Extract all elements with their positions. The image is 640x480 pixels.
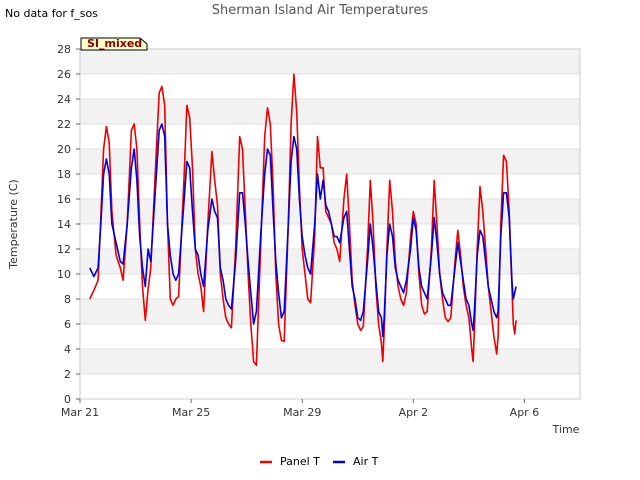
- x-tick-label: Apr 6: [510, 406, 540, 419]
- x-tick-label: Mar 25: [172, 406, 210, 419]
- x-tick-label: Mar 21: [61, 406, 99, 419]
- y-tick-label: 10: [57, 268, 71, 281]
- x-tick-label: Mar 29: [283, 406, 321, 419]
- site-badge-shape: [80, 37, 148, 51]
- y-tick-label: 6: [64, 318, 71, 331]
- y-tick-label: 0: [64, 393, 71, 406]
- y-tick-label: 22: [57, 118, 71, 131]
- series-line-air-t: [88, 123, 517, 338]
- no-data-note: No data for f_sos: [5, 7, 98, 20]
- y-tick-label: 28: [57, 43, 71, 56]
- y-tick-label: 26: [57, 68, 71, 81]
- site-badge: SI_mixed: [80, 37, 148, 51]
- series-layer: [88, 73, 517, 367]
- series-line-panel-t: [88, 73, 517, 367]
- y-tick-label: 2: [64, 368, 71, 381]
- grid-band: [80, 349, 580, 374]
- grid-band: [80, 299, 580, 324]
- y-tick-label: 14: [57, 218, 71, 231]
- y-tick-label: 4: [64, 343, 71, 356]
- grid-band: [80, 249, 580, 274]
- x-axis-ticks: Mar 21 Mar 25 Mar 29 Apr 2 Apr 6: [61, 399, 539, 419]
- y-tick-label: 24: [57, 93, 71, 106]
- grid-band: [80, 149, 580, 174]
- x-axis-label: Time: [552, 423, 580, 436]
- chart-title: Sherman Island Air Temperatures: [211, 3, 429, 18]
- grid-band: [80, 99, 580, 124]
- y-tick-label: 12: [57, 243, 71, 256]
- y-axis-label: Temperature (C): [7, 179, 20, 269]
- legend: Panel T Air T: [260, 455, 379, 468]
- grid-bands: [80, 49, 580, 374]
- y-tick-label: 20: [57, 143, 71, 156]
- y-tick-label: 16: [57, 193, 71, 206]
- y-tick-label: 8: [64, 293, 71, 306]
- legend-label: Air T: [353, 455, 379, 468]
- x-tick-label: Apr 2: [399, 406, 429, 419]
- legend-label: Panel T: [280, 455, 320, 468]
- grid-band: [80, 49, 580, 74]
- site-badge-label: SI_mixed: [87, 37, 142, 50]
- y-tick-label: 18: [57, 168, 71, 181]
